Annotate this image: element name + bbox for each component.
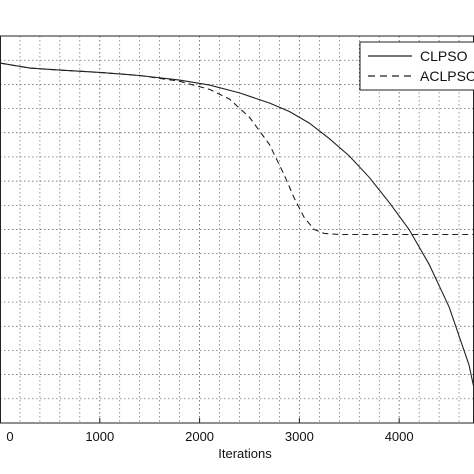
chart-grid — [0, 36, 474, 423]
series-line-aclpso — [0, 62, 474, 236]
x-tick-label: 3000 — [285, 429, 314, 444]
x-axis-ticks: 0 1000 2000 3000 4000 — [0, 418, 414, 444]
legend-label-aclpso: ACLPSO — [420, 68, 474, 84]
legend-label-clpso: CLPSO — [420, 48, 468, 64]
x-tick-label: 2000 — [185, 429, 214, 444]
x-tick-label: 4000 — [385, 429, 414, 444]
x-axis-label: Iterations — [218, 446, 272, 461]
x-tick-label: 0 — [6, 429, 13, 444]
series-lines — [0, 62, 474, 389]
legend: CLPSO ACLPSO — [359, 41, 474, 91]
series-line-clpso — [0, 62, 474, 389]
legend-box — [359, 41, 474, 91]
x-tick-label: 1000 — [85, 429, 114, 444]
